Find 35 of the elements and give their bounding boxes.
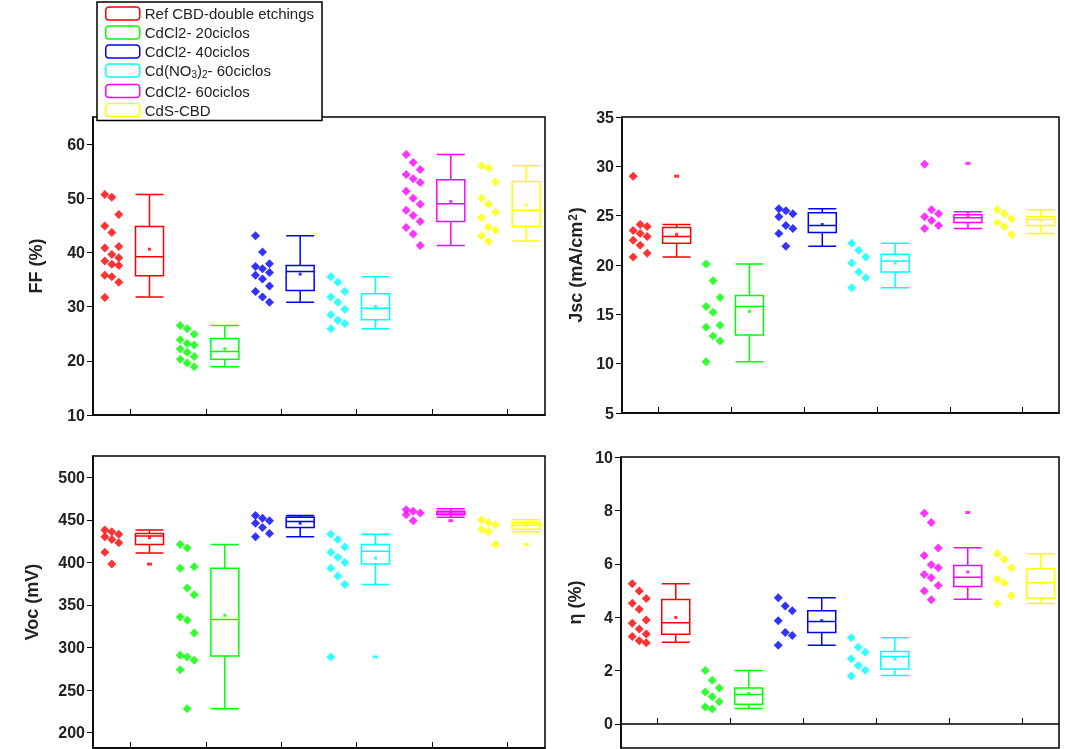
y-tick-label: 350: [58, 596, 86, 614]
y-tick-label: 50: [67, 189, 86, 207]
y-tick-label: 20: [596, 256, 615, 274]
y-tick-label: 10: [595, 448, 614, 466]
y-tick-label: 60: [67, 135, 86, 153]
y-axis-title: η (%): [565, 580, 586, 625]
y-tick-label: 500: [58, 468, 86, 486]
legend-label: Ref CBD-double etchings: [144, 5, 315, 22]
y-tick-label: 30: [596, 157, 615, 175]
y-tick-label: 25: [596, 207, 615, 225]
y-tick-label: 20: [67, 352, 86, 370]
y-tick-label: 6: [604, 555, 614, 573]
legend-label: CdCl2- 20ciclos: [144, 24, 250, 41]
y-tick-label: 40: [67, 243, 86, 261]
y-tick-label: 5: [605, 404, 615, 422]
legend-label: CdS-CBD: [144, 101, 211, 119]
y-axis-title: Jsc (mA/cm2): [565, 207, 587, 323]
y-axis-title: FF (%): [26, 238, 46, 294]
y-tick-label: 2: [604, 662, 614, 680]
y-tick-label: 450: [58, 511, 86, 529]
y-tick-label: 250: [58, 681, 86, 699]
y-axis-title: Voc (mV): [22, 563, 42, 641]
y-tick-label: 200: [58, 724, 86, 742]
y-tick-label: 400: [58, 553, 86, 571]
legend-label: CdCl2- 60ciclos: [144, 82, 250, 100]
y-tick-label: 300: [58, 639, 86, 657]
y-tick-label: 8: [604, 501, 614, 519]
y-tick-label: 4: [604, 608, 614, 626]
legend-label: CdCl2- 40ciclos: [144, 43, 250, 60]
y-tick-label: 15: [596, 305, 615, 323]
y-tick-label: 10: [67, 406, 86, 424]
y-tick-label: 0: [604, 715, 614, 733]
y-tick-label: 35: [596, 108, 615, 126]
y-tick-label: 30: [67, 298, 86, 316]
y-tick-label: 10: [596, 355, 615, 373]
